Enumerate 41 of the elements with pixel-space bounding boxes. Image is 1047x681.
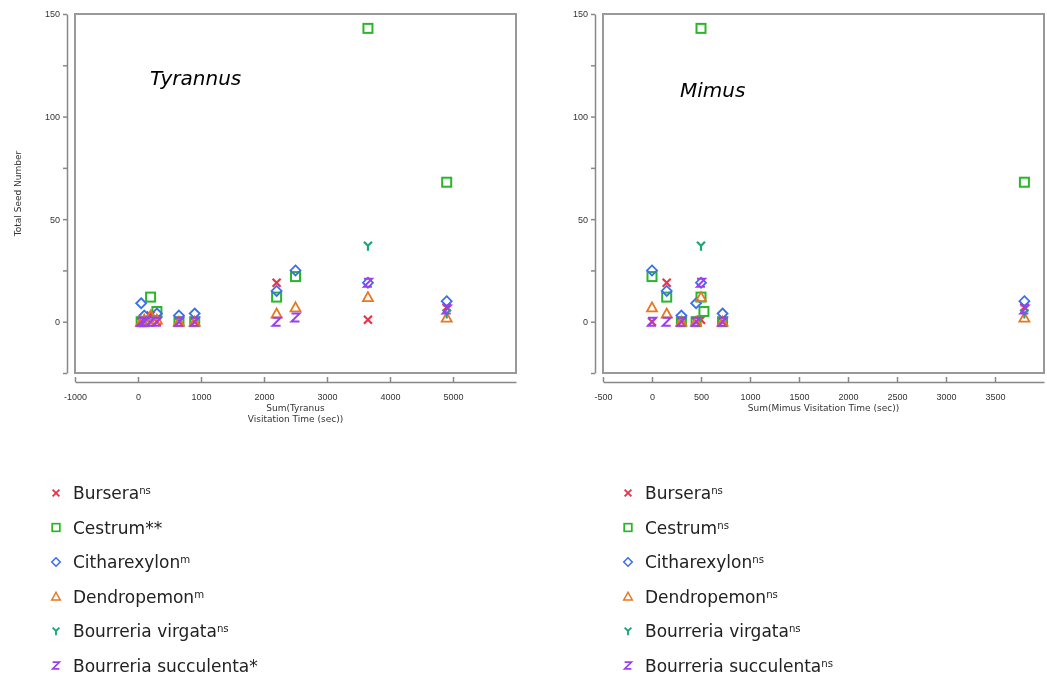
x-tick-label: 3000 [936, 392, 957, 403]
y-tick-label: 100 [572, 111, 588, 122]
y-tick-label: 50 [49, 214, 60, 225]
x-tick-label: 2000 [838, 392, 859, 403]
legend-label: Bursera$^{ns}$ [645, 483, 723, 503]
legend-label: Dendropemon$^{ns}$ [645, 586, 778, 607]
legend-label: Citharexylon$^{m}$ [73, 552, 191, 572]
x-tick-label: 1000 [740, 392, 761, 403]
annotation: Mimus [680, 78, 746, 102]
y-axis-title: Total Seed Number [13, 150, 23, 238]
y-tick-label: 0 [582, 317, 588, 328]
legend-label: Bourreria virgata$^{ns}$ [73, 621, 229, 641]
legend-label: Bursera$^{ns}$ [73, 483, 151, 503]
x-tick-label: 1000 [191, 392, 212, 403]
x-tick-label: -500 [594, 392, 613, 403]
y-tick-label: 0 [54, 317, 60, 328]
legend-label: Citharexylon$^{ns}$ [645, 552, 765, 572]
y-tick-label: 150 [572, 9, 588, 20]
y-tick-label: 100 [44, 111, 60, 122]
x-tick-label: 2500 [887, 392, 908, 403]
x-tick-label: 0 [135, 392, 142, 403]
y-tick-label: 50 [577, 214, 588, 225]
legend-label: Bourreria succulenta* [73, 655, 258, 676]
x-tick-label: 500 [693, 392, 710, 403]
legend-label: Bourreria succulenta$^{ns}$ [645, 655, 834, 676]
x-tick-label: 1500 [789, 392, 810, 403]
legend-label: Bourreria virgata$^{ns}$ [645, 621, 801, 641]
x-tick-label: 4000 [380, 392, 401, 403]
y-tick-label: 150 [44, 9, 60, 20]
x-tick-label: 5000 [443, 392, 464, 403]
x-tick-label: 2000 [254, 392, 275, 403]
x-tick-label: 3000 [317, 392, 338, 403]
x-tick-label: -1000 [63, 392, 88, 403]
x-tick-label: 3500 [985, 392, 1006, 403]
annotation: Tyrannus [150, 66, 242, 90]
legend-label: Cestrum** [73, 517, 163, 538]
x-axis-title: Sum(Mimus Visitation Time (sec)) [747, 403, 900, 413]
x-tick-label: 0 [649, 392, 656, 403]
legend-label: Dendropemon$^{m}$ [73, 586, 205, 607]
x-axis-title: Sum(Tyranus Visitation Time (sec)) [247, 403, 344, 424]
legend-label: Cestrum$^{ns}$ [645, 517, 729, 538]
